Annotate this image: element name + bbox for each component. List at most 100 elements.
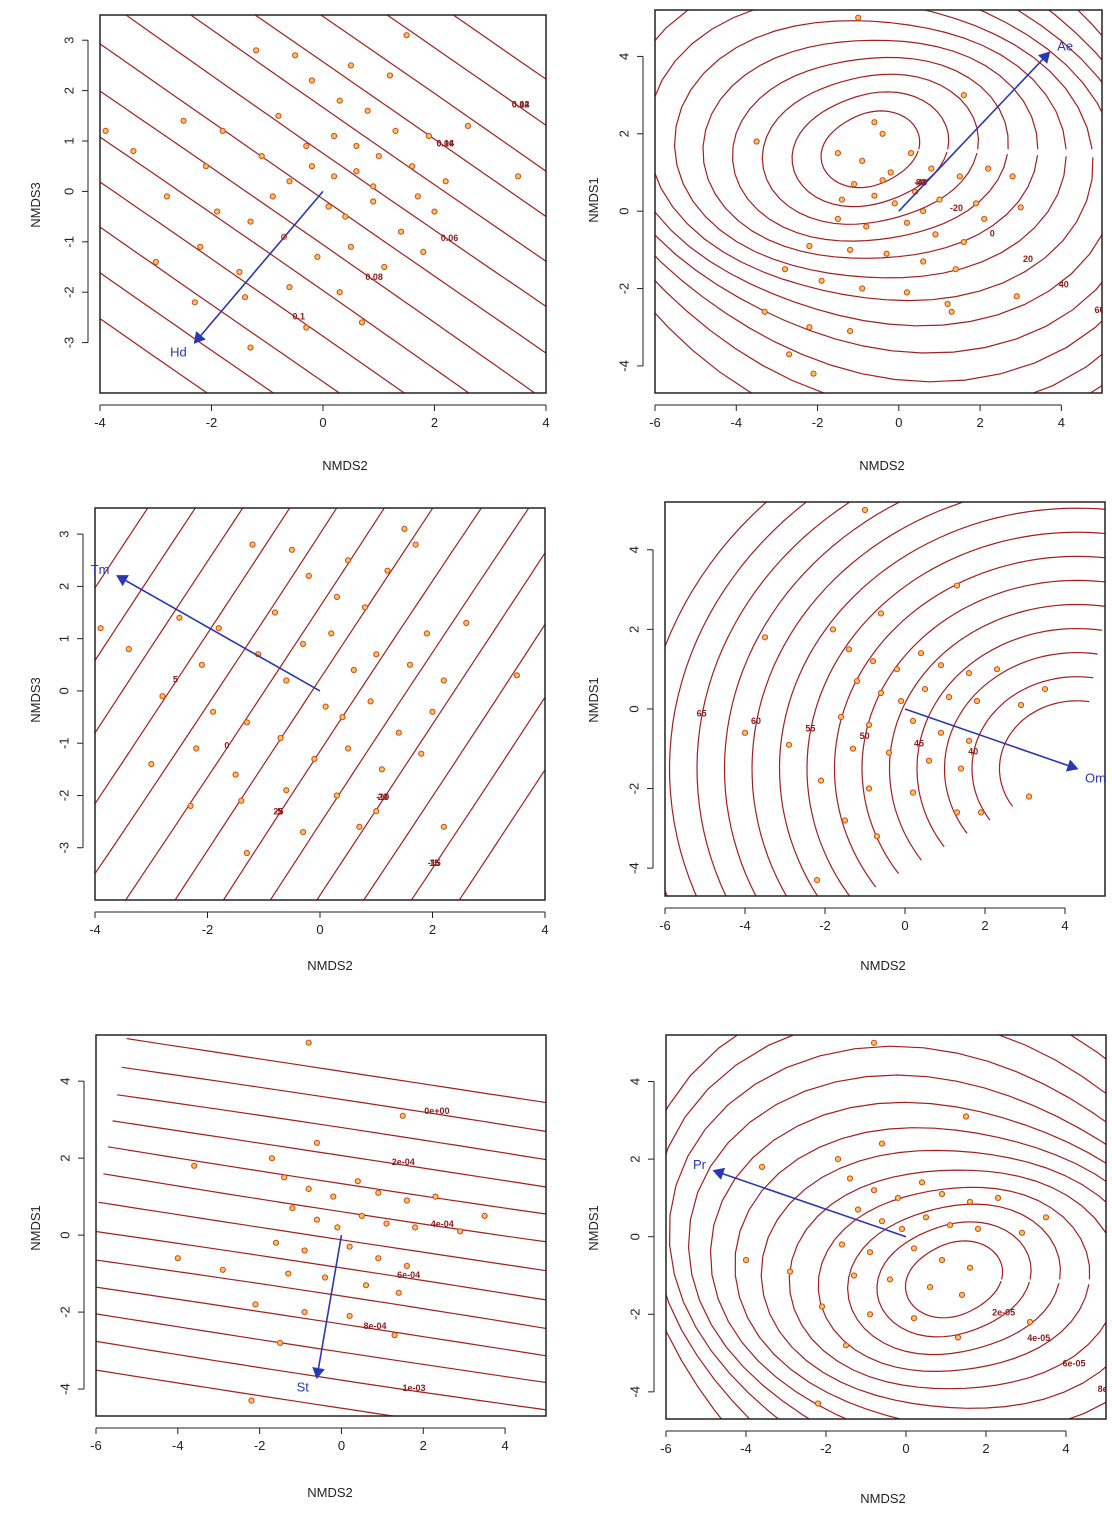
data-point [345, 557, 352, 564]
data-point [834, 1156, 842, 1163]
data-point [965, 670, 973, 677]
contour-line [791, 91, 950, 208]
data-point [174, 1255, 181, 1262]
data-point [810, 370, 817, 377]
y-tick-label: 2 [616, 130, 631, 137]
contour-label: 15 [429, 858, 439, 868]
data-point [965, 737, 973, 744]
data-point [966, 1198, 974, 1205]
data-point [383, 1220, 390, 1227]
data-point [457, 1228, 464, 1235]
x-tick-label: 2 [420, 1438, 427, 1453]
data-point [258, 153, 265, 160]
contour-line [760, 1149, 1106, 1409]
data-point [786, 1268, 794, 1275]
data-point [373, 651, 380, 658]
data-point [897, 697, 905, 705]
contour-label: 25 [273, 806, 283, 816]
data-point [847, 246, 854, 253]
data-point [909, 789, 917, 796]
data-point [271, 609, 279, 616]
contour-label: 4e-04 [431, 1219, 454, 1229]
y-tick-label: 0 [56, 687, 71, 694]
data-point [981, 215, 988, 222]
data-point [403, 32, 410, 39]
data-point [269, 193, 276, 200]
vector-arrow [193, 190, 324, 344]
data-point [238, 797, 245, 804]
y-tick-label: 3 [56, 531, 71, 538]
data-point [191, 1162, 198, 1169]
contour-line [904, 1240, 1004, 1319]
data-point [432, 1193, 439, 1200]
data-point [921, 686, 929, 693]
data-point [345, 745, 352, 752]
data-point [972, 200, 980, 207]
data-point [879, 177, 886, 184]
x-tick-label: -2 [202, 922, 214, 937]
contour-line [121, 1066, 546, 1133]
contour-label: 0 [224, 740, 229, 750]
contour-line [655, 10, 1094, 302]
data-point [944, 300, 951, 308]
contour-label: 0.16 [437, 139, 455, 149]
plot-frame [99, 14, 547, 394]
data-point [1018, 1229, 1026, 1236]
data-point [758, 1163, 766, 1171]
x-tick-label: 4 [541, 922, 548, 937]
data-point [1017, 204, 1024, 211]
data-point [275, 112, 282, 119]
data-point [303, 142, 310, 150]
data-point [414, 193, 421, 200]
vector-label: St [297, 1380, 310, 1395]
x-tick-label: -2 [206, 415, 218, 430]
data-point [339, 714, 346, 721]
y-tick-label: -2 [56, 790, 71, 802]
x-tick-label: -6 [649, 415, 661, 430]
data-point [894, 1194, 902, 1202]
y-tick-label: -2 [57, 1306, 72, 1318]
data-point [974, 1225, 982, 1233]
vector-label: Tm [91, 562, 110, 577]
x-tick-label: -4 [89, 922, 101, 937]
data-point [885, 749, 893, 756]
data-point [406, 661, 414, 668]
x-tick-label: 4 [1062, 1441, 1069, 1456]
data-point [322, 1274, 329, 1281]
data-point [898, 1225, 906, 1233]
contour-label: 0.1 [292, 311, 305, 321]
contour-line [126, 1038, 546, 1104]
contour-label: -40 [914, 177, 927, 187]
contour-line [734, 1127, 1106, 1419]
contour-label: 45 [914, 739, 924, 749]
data-point [960, 92, 967, 99]
panel-om: 40 45 50 55 60 65 -6 -4 -2 0 2 4 -4 -2 0 2 4 NMDS2 NMDS1 O… [586, 501, 1106, 973]
data-point [936, 196, 943, 203]
contour-line [668, 502, 808, 896]
y-tick-label: 4 [616, 53, 631, 60]
x-tick-label: 0 [902, 1441, 909, 1456]
data-point [440, 823, 447, 830]
y-tick-label: -2 [61, 286, 76, 298]
axis-ticks: -6 -4 -2 0 2 4 -4 -2 0 2 4 [627, 1078, 1069, 1456]
data-point [375, 153, 382, 160]
data-point [741, 729, 749, 736]
data-point [845, 646, 853, 653]
x-tick-label: 4 [542, 415, 549, 430]
contour-line [363, 623, 545, 900]
contour-label: 80 [916, 177, 926, 187]
axis-ticks: -6 -4 -2 0 2 4 -4 -2 0 2 4 [57, 1078, 508, 1453]
data-point [252, 1301, 259, 1308]
contour-line [100, 226, 341, 393]
data-point [903, 219, 911, 226]
data-point [277, 734, 284, 742]
contour-line [666, 1035, 1106, 1419]
data-point [130, 148, 137, 155]
contour-label: 0.06 [441, 233, 459, 243]
x-tick-label: 2 [981, 918, 988, 933]
contour-label: 4e-05 [1027, 1333, 1050, 1343]
